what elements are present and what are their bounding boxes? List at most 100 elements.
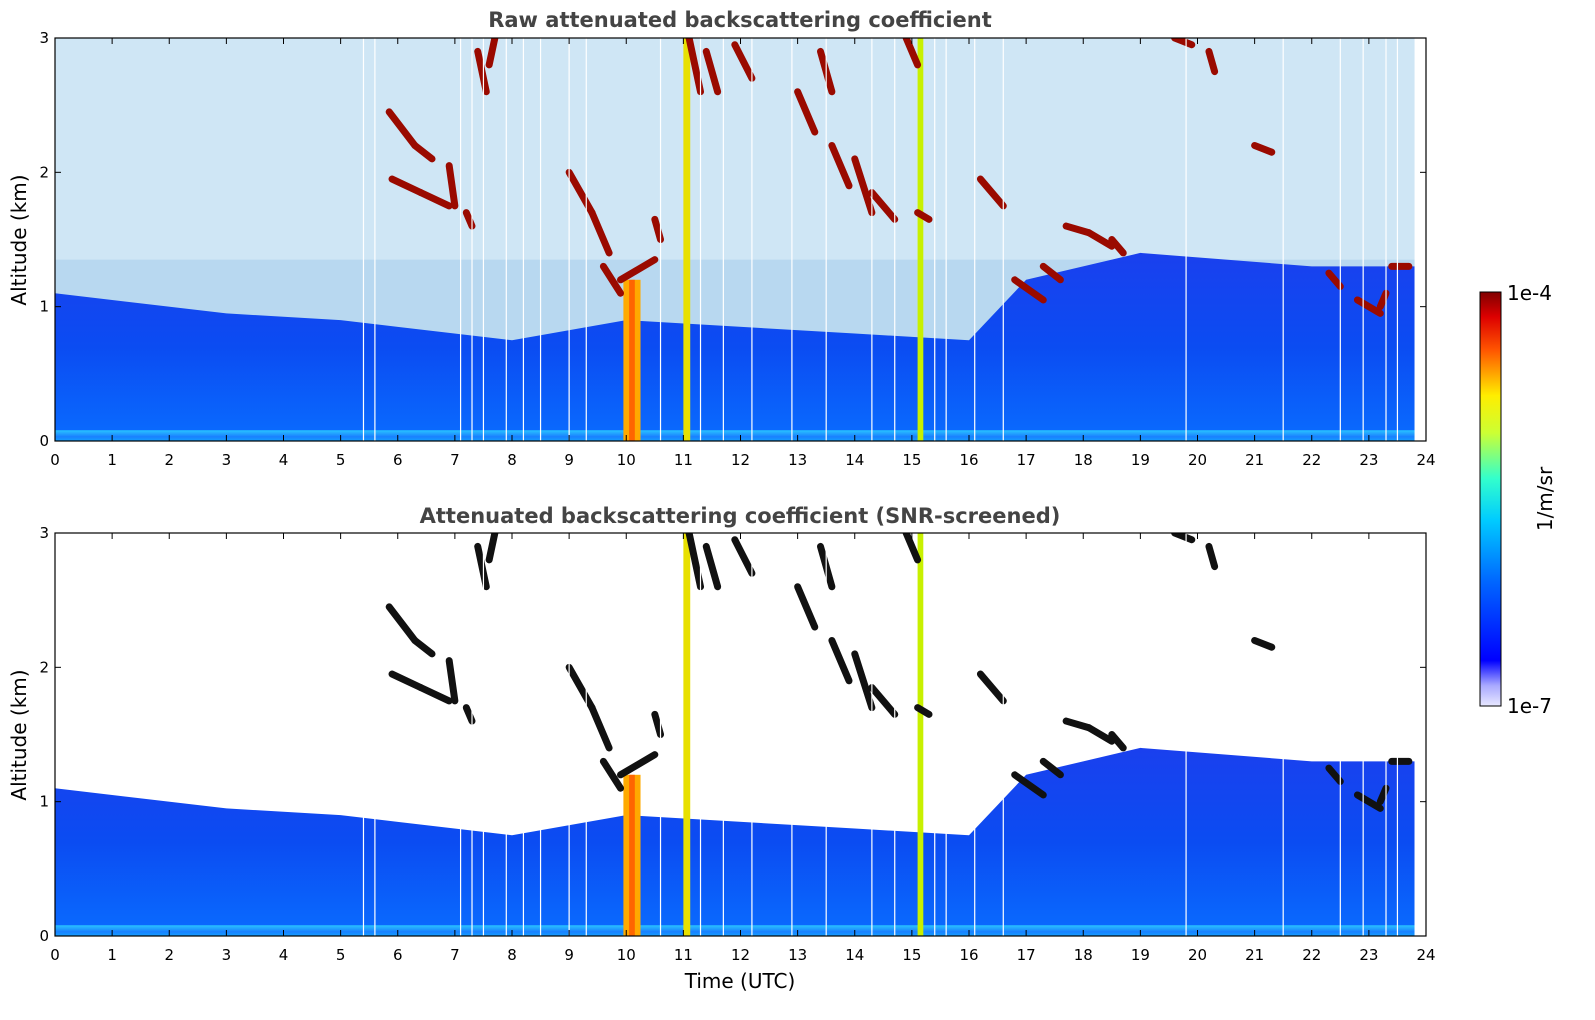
cloud-segment [565,663,596,712]
x-tick-label: 9 [564,946,574,964]
cloud-segment [1376,784,1390,806]
cloud-segment [685,38,705,96]
x-tick-label: 15 [902,451,921,469]
cloud-segment [1325,269,1344,291]
cloud-segment [685,533,705,591]
cloud-segment [599,262,625,297]
cloud-segment [1062,222,1093,237]
x-axis: 0 1 2 3 4 5 6 7 8 9 10 11 12 13 14 15 16 17 18 19 20 21 22 23 24 [50,38,1436,469]
precipitation-streak [917,38,924,441]
panel-title: Attenuated backscattering coefficient (S… [420,504,1061,528]
x-tick-label: 18 [1074,946,1093,964]
cloud-segment [902,38,922,69]
cloud-segment [731,536,756,577]
x-tick-label: 6 [393,946,403,964]
x-tick-label: 5 [336,451,346,469]
cloud-segment [1085,724,1116,745]
x-tick-label: 7 [450,451,460,469]
x-tick-label: 7 [450,946,460,964]
cloud-segment [417,683,453,705]
x-tick-label: 2 [164,946,174,964]
y-tick-label: 0 [39,927,49,945]
colorbar-min-label: 1e-7 [1507,694,1552,718]
cloud-segment [485,533,499,564]
cloud-segment [1108,731,1127,752]
precipitation-streak [683,533,691,936]
x-tick-label: 13 [788,946,807,964]
cloud-segment [1205,47,1219,76]
x-tick-label: 21 [1245,946,1264,964]
cloud-segment [731,41,756,82]
cloud-segment [445,162,459,210]
cloud-segment [485,38,499,69]
cloud-segment [388,670,425,691]
cloud-segment [851,155,876,217]
x-tick-label: 24 [1416,451,1435,469]
cloud-segment [565,168,596,217]
cloud-segment [599,757,625,792]
cloud-segment [1171,533,1196,544]
cloud-segment [1062,717,1093,732]
x-tick-label: 19 [1131,946,1150,964]
cloud-segment [588,704,613,752]
y-tick-label: 0 [39,432,49,450]
cloud-segment [1039,757,1064,779]
cloud-segment [1205,542,1219,571]
cloud-segment [976,175,1007,210]
x-tick-label: 10 [617,946,636,964]
x-tick-label: 2 [164,451,174,469]
x-tick-label: 12 [731,946,750,964]
y-tick-label: 2 [39,163,49,181]
sky-noise [55,38,1426,260]
raw-backscatter-panel: Raw attenuated backscattering coefficien… [7,8,1436,469]
x-tick-label: 0 [50,946,60,964]
cloud-segment [1376,289,1390,311]
x-tick-label: 3 [222,451,232,469]
precipitation-streak [683,38,691,441]
x-axis-label: Time (UTC) [684,969,796,993]
heatmap-area [55,38,1426,441]
surface-layer [55,430,1415,441]
x-tick-label: 1 [107,946,117,964]
cloud-segment [474,542,490,591]
x-tick-label: 13 [788,451,807,469]
cloud-segment [868,683,899,718]
cloud-segment [902,533,922,564]
cloud-segment [976,670,1007,705]
colorbar: 1e-4 1e-7 1/m/sr [1479,281,1557,718]
x-tick-label: 14 [845,946,864,964]
x-tick-label: 22 [1302,946,1321,964]
cloud-segment [1251,636,1276,651]
x-tick-label: 1 [107,451,117,469]
cloud-segment [651,215,665,243]
cloud-segment [1251,141,1276,156]
cloud-segment [411,636,436,658]
y-tick-label: 3 [39,29,49,47]
y-axis-label: Altitude (km) [7,669,31,800]
x-tick-label: 3 [222,946,232,964]
x-tick-label: 16 [959,946,978,964]
x-tick-label: 20 [1188,451,1207,469]
panel-title: Raw attenuated backscattering coefficien… [488,8,992,32]
x-tick-label: 15 [902,946,921,964]
colorbar-max-label: 1e-4 [1507,281,1552,305]
x-tick-label: 4 [279,451,289,469]
x-tick-label: 8 [507,946,517,964]
cloud-segment [588,209,613,257]
x-tick-label: 4 [279,946,289,964]
screened-backscatter-panel: Attenuated backscattering coefficient (S… [7,504,1436,993]
x-tick-label: 24 [1416,946,1435,964]
cloud-segment [388,175,425,196]
y-axis: 0 1 2 3 [39,524,1426,945]
x-tick-label: 9 [564,451,574,469]
cloud-segment [411,141,436,163]
x-tick-label: 11 [674,946,693,964]
x-tick-label: 19 [1131,451,1150,469]
cloud-segment [1011,276,1047,304]
x-tick-label: 0 [50,451,60,469]
cloud-segment [651,710,665,738]
x-tick-label: 17 [1017,451,1036,469]
x-tick-label: 22 [1302,451,1321,469]
cloud-segment [794,583,819,631]
boundary-layer [55,252,1415,441]
